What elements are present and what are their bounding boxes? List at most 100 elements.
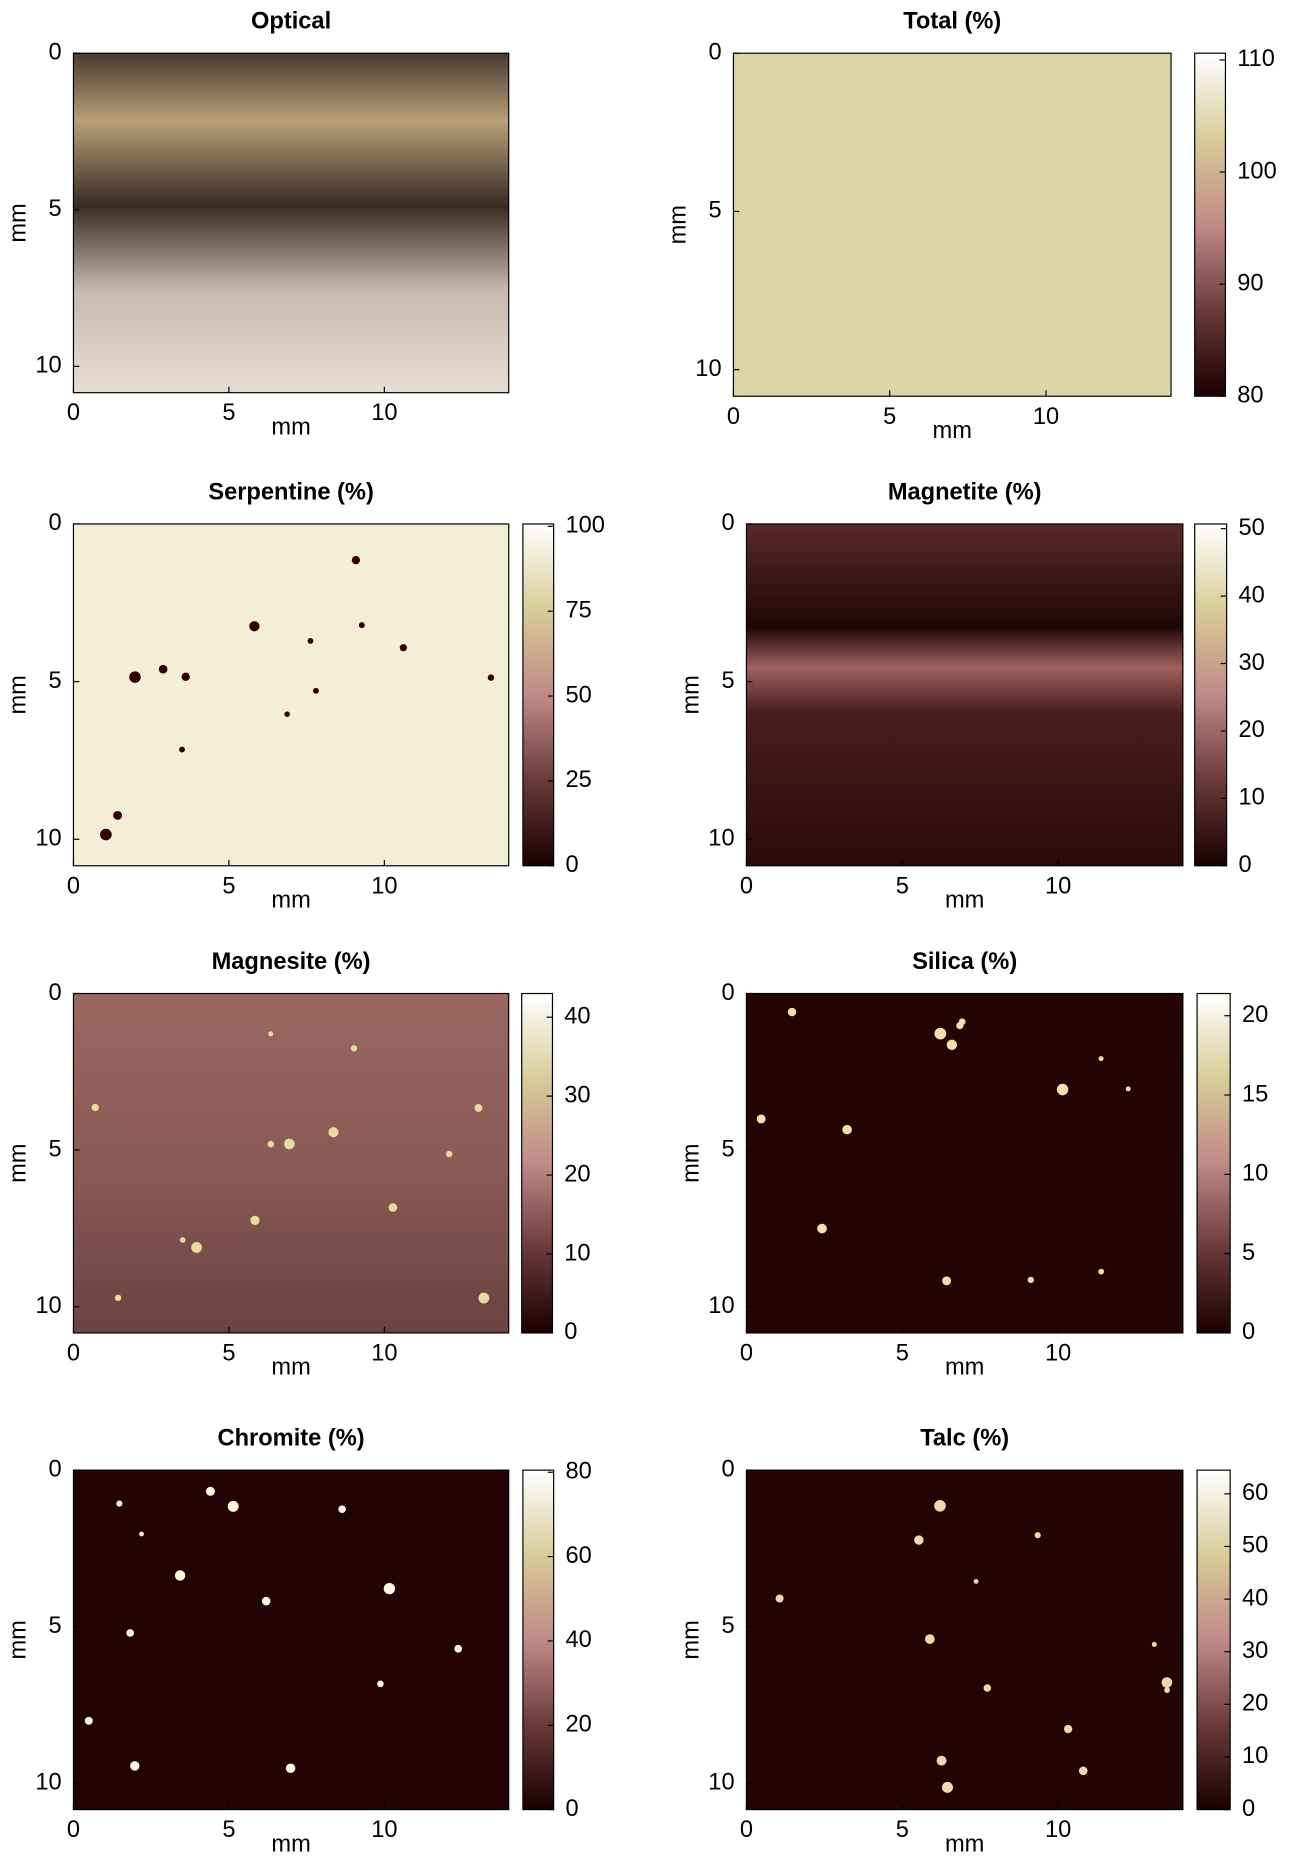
heatmap-spot [936,1755,947,1766]
y-tick-label: 10 [35,1770,61,1796]
y-tick-label: 5 [48,196,61,222]
heatmap-spot [261,1596,271,1606]
heatmap-spot [116,1500,123,1507]
colorbar [522,1469,555,1811]
heatmap-spot [383,1582,396,1595]
y-tick-label: 10 [695,356,721,382]
colorbar-tick-label: 60 [565,1543,591,1569]
panel-title: Optical [251,9,331,35]
x-tick-label: 10 [371,400,397,426]
panel-title: Silica (%) [912,949,1017,975]
axes-frame [72,992,510,1334]
colorbar-tick-label: 50 [1242,1533,1268,1559]
heatmap-spot [934,1499,946,1512]
heatmap-spot [1098,1268,1105,1275]
colorbar [522,523,555,867]
colorbar-tick-label: 15 [1242,1081,1268,1107]
y-axis-label: mm [678,675,704,714]
y-axis-label: mm [5,203,31,242]
heatmap-spot [1098,1056,1104,1062]
heatmap-spot [474,1104,483,1112]
colorbar [1196,992,1231,1334]
x-tick-label: 5 [222,400,235,426]
x-tick-label: 10 [1045,1817,1071,1843]
y-tick-label: 5 [708,198,721,224]
heatmap-spot [351,556,361,565]
heatmap-spot [113,810,123,820]
heatmap-spot [377,1680,384,1688]
heatmap-spot [973,1578,979,1584]
axes-frame [745,992,1184,1334]
x-tick-label: 10 [1045,1340,1071,1366]
heatmap-spot [478,1292,490,1304]
colorbar [1196,1469,1231,1811]
colorbar-tick-label: 40 [564,1003,590,1029]
axes-frame [745,523,1184,867]
y-tick-label: 10 [35,826,61,852]
y-tick-label: 0 [721,980,734,1006]
colorbar-tick-label: 0 [1238,852,1251,878]
heatmap-spot [350,1045,358,1052]
heatmap-spot [445,1150,453,1158]
y-tick-label: 0 [48,1456,61,1482]
x-tick-label: 5 [896,1817,909,1843]
x-axis-label: mm [945,1831,984,1857]
colorbar-tick-label: 110 [1237,46,1275,72]
x-axis-label: mm [933,418,972,444]
heatmap-spot [1125,1086,1131,1092]
heatmap-spot [1063,1724,1073,1734]
colorbar-tick-label: 0 [564,1319,577,1345]
x-tick-label: 10 [1033,404,1059,430]
heatmap-spot [1027,1276,1035,1284]
x-tick-label: 5 [222,1340,235,1366]
heatmap-spot [817,1223,827,1234]
y-tick-label: 10 [708,826,734,852]
x-tick-label: 0 [740,1340,753,1366]
y-axis-label: mm [5,675,31,714]
colorbar-tick-label: 10 [1242,1743,1268,1769]
x-axis-label: mm [271,1355,310,1381]
colorbar-tick-label: 10 [1242,1161,1268,1187]
colorbar-tick-label: 100 [565,513,604,539]
colorbar-tick-label: 75 [565,597,591,623]
heatmap-spot [129,671,141,683]
axes-frame [745,1469,1184,1811]
y-axis-label: mm [678,1620,704,1659]
heatmap-spot [924,1634,935,1644]
colorbar-tick-label: 30 [564,1082,590,1108]
colorbar-tick-label: 80 [1237,382,1263,408]
heatmap-image [73,1470,509,1810]
heatmap-spot [956,1021,964,1030]
heatmap-spot [775,1594,784,1603]
x-tick-label: 10 [371,873,397,899]
heatmap-spot [84,1716,93,1725]
y-tick-label: 5 [48,1136,61,1162]
colorbar-tick-label: 0 [1242,1319,1255,1345]
y-tick-label: 0 [48,980,61,1006]
heatmap-spot [284,1138,295,1150]
heatmap-image [73,53,509,393]
y-axis-label: mm [5,1620,31,1659]
x-tick-label: 0 [67,1340,80,1366]
panel-title: Total (%) [903,9,1001,35]
colorbar-tick-label: 20 [1242,1691,1268,1717]
colorbar-tick-label: 20 [565,1712,591,1738]
x-axis-label: mm [945,887,984,913]
y-tick-label: 10 [708,1770,734,1796]
colorbar-tick-label: 20 [1238,717,1264,743]
heatmap-spot [338,1505,346,1514]
x-axis-label: mm [271,887,310,913]
heatmap-spot [312,687,319,694]
heatmap-spot [399,644,407,652]
heatmap-spot [1056,1083,1069,1096]
heatmap-spot [328,1127,339,1138]
axes-frame [72,523,510,867]
y-tick-label: 5 [721,1136,734,1162]
heatmap-spot [179,746,185,753]
heatmap-spot [914,1535,924,1545]
heatmap-spot [126,1629,135,1637]
colorbar-tick-label: 40 [1238,582,1264,608]
axes-frame [72,52,510,394]
y-tick-label: 0 [48,39,61,65]
